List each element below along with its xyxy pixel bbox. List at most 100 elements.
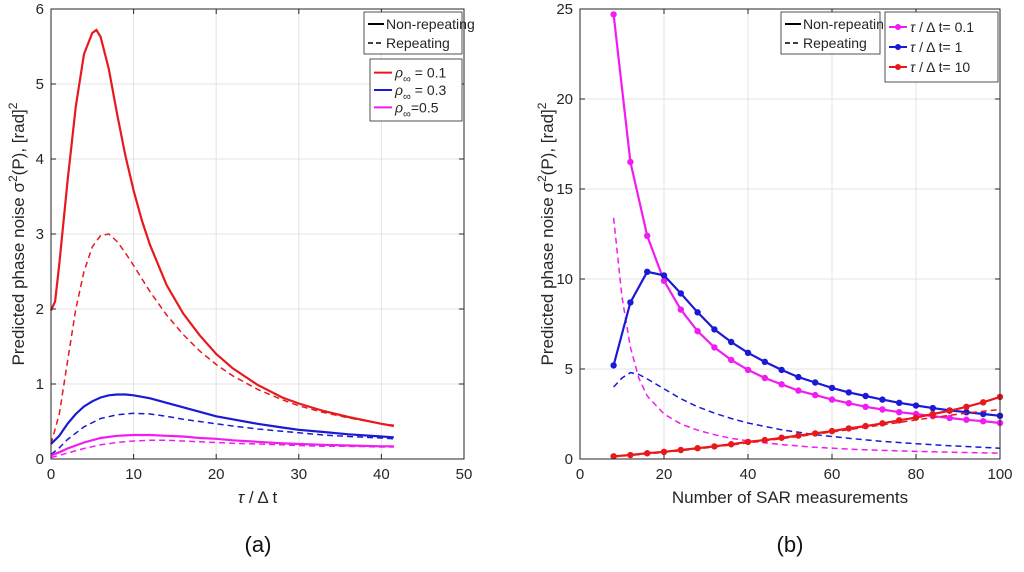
series-line bbox=[50, 233, 394, 445]
data-point bbox=[896, 399, 903, 407]
data-point bbox=[879, 396, 886, 403]
legend-marker bbox=[895, 44, 901, 50]
legend-label: Non-repeating bbox=[386, 16, 475, 32]
data-point bbox=[862, 403, 869, 410]
y-tick-label: 0 bbox=[36, 451, 44, 468]
x-tick-label: 60 bbox=[824, 466, 841, 483]
data-point bbox=[879, 406, 886, 413]
series-line bbox=[49, 28, 394, 428]
data-point bbox=[879, 420, 886, 427]
series-3 bbox=[610, 268, 1004, 419]
y-tick-label: 15 bbox=[556, 181, 573, 198]
y-axis-tail-sup: 2 bbox=[535, 102, 549, 109]
legend-label: Repeating bbox=[386, 35, 450, 51]
x-tick-label: 0 bbox=[576, 466, 584, 483]
chart-panel-b: 0 20 40 60 80 100 0 5 10 15 20 25 Number of SAR meas… bbox=[535, 1, 1013, 557]
legend-label: Repeating bbox=[803, 35, 867, 51]
series-4 bbox=[50, 412, 394, 456]
data-point bbox=[963, 416, 970, 423]
legend-label: τ / Δ t= 1 bbox=[910, 39, 963, 55]
legend-text: =0.5 bbox=[411, 99, 439, 115]
series-line bbox=[50, 439, 394, 459]
legend-subscript: ∞ bbox=[403, 74, 411, 86]
series-5 bbox=[50, 433, 394, 457]
data-point bbox=[677, 290, 684, 297]
x-axis-label: Number of SAR measurements bbox=[672, 488, 908, 507]
legend-label: ρ∞ = 0.3 bbox=[394, 82, 447, 103]
y-tick-label: 6 bbox=[36, 1, 44, 18]
data-point bbox=[694, 309, 701, 316]
legend-text: / Δ t= 10 bbox=[915, 59, 970, 75]
legend-box bbox=[363, 11, 463, 55]
y-tick-label: 3 bbox=[36, 226, 44, 243]
data-point bbox=[610, 362, 617, 369]
legend-subscript: ∞ bbox=[403, 91, 411, 103]
y-axis-text: Predicted phase noise σ bbox=[9, 182, 28, 366]
legend-marker bbox=[895, 24, 901, 30]
data-point bbox=[644, 450, 651, 457]
color-legend: τ / Δ t= 0.1 τ / Δ t= 1 τ / Δ t= 10 bbox=[884, 11, 999, 83]
legend-label: ρ∞ = 0.1 bbox=[394, 65, 447, 86]
data-point bbox=[812, 391, 819, 399]
data-point bbox=[761, 358, 768, 365]
y-tick-label: 20 bbox=[556, 91, 573, 108]
plot-area bbox=[580, 9, 1000, 459]
data-point bbox=[828, 427, 836, 435]
panel-caption: (a) bbox=[245, 532, 272, 557]
series-6 bbox=[613, 408, 1001, 458]
data-point bbox=[644, 268, 651, 275]
y-tick-label: 5 bbox=[36, 76, 44, 93]
y-axis-sup: 2 bbox=[535, 175, 549, 182]
data-point bbox=[896, 417, 903, 424]
y-tick-label: 0 bbox=[565, 451, 573, 468]
x-tick-label: 20 bbox=[208, 466, 225, 483]
data-point bbox=[812, 379, 819, 386]
data-point bbox=[677, 306, 684, 313]
data-point bbox=[744, 349, 752, 356]
legend-label: Non-repeating bbox=[803, 16, 892, 32]
y-axis-tail-sup: 2 bbox=[6, 102, 20, 109]
series-2 bbox=[612, 217, 1001, 454]
series-line bbox=[613, 408, 1001, 458]
data-point bbox=[946, 407, 953, 414]
legend-text: = 0.1 bbox=[411, 65, 447, 81]
y-axis-text: Predicted phase noise σ bbox=[538, 182, 557, 366]
x-tick-label: 50 bbox=[456, 466, 473, 483]
grid bbox=[50, 8, 465, 460]
series-line bbox=[50, 412, 394, 456]
x-axis-symbol: τ bbox=[238, 488, 246, 507]
data-point bbox=[761, 374, 768, 382]
linestyle-legend: Non-repeating Repeating bbox=[363, 11, 475, 55]
x-tick-label: 40 bbox=[740, 466, 757, 483]
data-point bbox=[980, 410, 987, 418]
legend-label: τ / Δ t= 10 bbox=[910, 59, 970, 75]
data-point bbox=[627, 451, 634, 459]
x-axis-suffix: / Δ t bbox=[244, 488, 277, 507]
data-point bbox=[980, 399, 987, 406]
legend-subscript: ∞ bbox=[403, 108, 411, 120]
data-point bbox=[728, 441, 735, 448]
series-2 bbox=[50, 233, 394, 445]
data-point bbox=[980, 418, 987, 425]
legend-label: τ / Δ t= 0.1 bbox=[910, 19, 974, 35]
data-point bbox=[728, 356, 735, 364]
data-point bbox=[728, 338, 735, 346]
y-axis-label: Predicted phase noise σ2(P), [rad]2 bbox=[6, 102, 28, 365]
panel-caption: (b) bbox=[777, 532, 804, 557]
data-point bbox=[912, 402, 920, 409]
data-point bbox=[929, 410, 936, 418]
data-point bbox=[610, 11, 617, 18]
data-point bbox=[694, 328, 701, 335]
y-axis-tail: (P), [rad] bbox=[9, 109, 28, 175]
data-point bbox=[660, 272, 668, 279]
data-point bbox=[744, 438, 752, 446]
data-point bbox=[862, 392, 869, 400]
legend-text: / Δ t= 1 bbox=[915, 39, 962, 55]
linestyle-legend: Non-repeating Repeating bbox=[780, 11, 892, 55]
legend-marker bbox=[895, 64, 901, 70]
data-point bbox=[711, 326, 718, 333]
data-point bbox=[963, 403, 970, 410]
axes-frame bbox=[579, 8, 1001, 460]
data-point bbox=[828, 384, 836, 392]
